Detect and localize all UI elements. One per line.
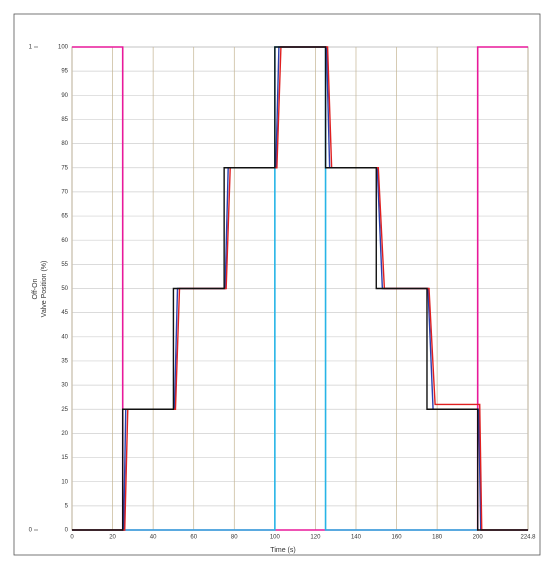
y2-tick-label: 1: [29, 45, 33, 51]
y-tick-label: 35: [61, 359, 68, 365]
y-tick-label: 20: [61, 431, 68, 437]
y-tick-label: 40: [61, 334, 68, 340]
x-axis-label: Time (s): [270, 547, 295, 554]
series-line: [72, 46, 528, 531]
x-tick-label: 60: [190, 535, 197, 541]
y-tick-label: 55: [61, 262, 68, 268]
x-tick-label: 160: [392, 535, 403, 541]
y-tick-label: 80: [61, 141, 68, 147]
y-tick-label: 100: [58, 45, 69, 51]
x-tick-label: 200: [473, 535, 484, 541]
y-tick-label: 85: [61, 117, 68, 123]
x-tick-label: 0: [70, 535, 74, 541]
y-tick-label: 95: [61, 69, 68, 75]
y-axis-label: Valve Position (%): [41, 261, 48, 318]
x-tick-label: 80: [231, 535, 238, 541]
x-tick-label: 180: [432, 535, 443, 541]
x-tick-label: 120: [310, 535, 321, 541]
y-tick-label: 5: [65, 503, 69, 509]
y-tick-label: 50: [61, 286, 68, 292]
y-tick-label: 45: [61, 310, 68, 316]
x-tick-label: 40: [150, 535, 157, 541]
y-tick-label: 30: [61, 383, 68, 389]
y-tick-label: 65: [61, 214, 68, 220]
x-tick-label: 140: [351, 535, 362, 541]
series-line: [72, 46, 528, 531]
y-tick-label: 25: [61, 407, 68, 413]
y-tick-label: 75: [61, 165, 68, 171]
y-tick-label: 60: [61, 238, 68, 244]
x-tick-label: 100: [270, 535, 281, 541]
x-tick-label: 20: [109, 535, 116, 541]
y-tick-label: 15: [61, 455, 68, 461]
y-tick-label: 10: [61, 479, 68, 485]
y-tick-label: 0: [65, 528, 69, 534]
frame: [13, 13, 541, 556]
y2-axis-label: Off-On: [32, 278, 39, 299]
x-tick-label: 224.8: [520, 535, 536, 541]
y2-tick-label: 0: [29, 528, 33, 534]
y-tick-label: 70: [61, 189, 68, 195]
y-tick-label: 90: [61, 93, 68, 99]
